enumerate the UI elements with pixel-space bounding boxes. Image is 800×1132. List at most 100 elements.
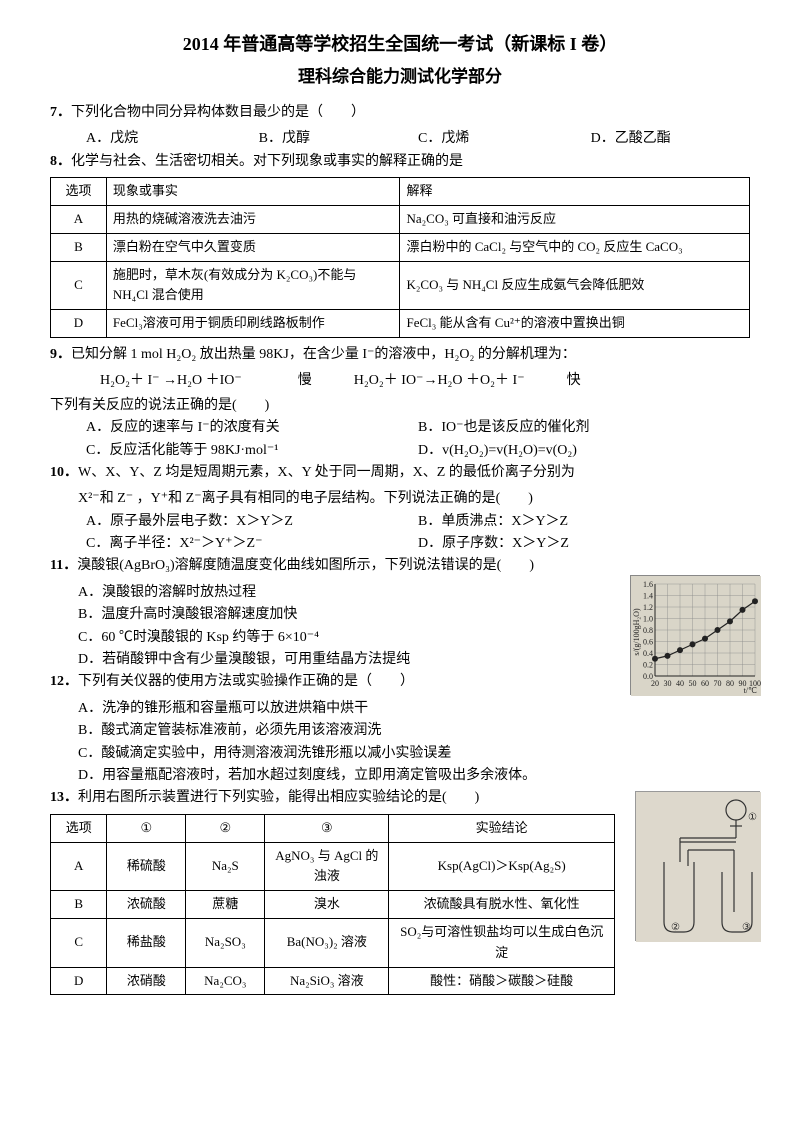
q13-c-opt: C — [51, 918, 107, 967]
svg-text:t/℃: t/℃ — [744, 686, 757, 695]
svg-text:1.0: 1.0 — [643, 615, 653, 624]
question-10: 10．W、X、Y、Z 均是短周期元素，X、Y 处于同一周期，X、Z 的最低价离子… — [50, 462, 750, 484]
q8-h1: 选项 — [51, 178, 107, 206]
q12-opt-a: A．洗净的锥形瓶和容量瓶可以放进烘箱中烘干 — [50, 698, 750, 720]
q9-equation: H₂O₂＋ I⁻ →H₂O ＋IO⁻ 慢 H₂O₂＋ IO⁻→H₂O ＋O₂＋ … — [50, 370, 750, 392]
q13-c-c4: Ba(NO₃)₂ 溶液 — [265, 918, 389, 967]
svg-text:20: 20 — [651, 679, 659, 688]
table-row: A 用热的烧碱溶液洗去油污 Na₂CO₃ 可直接和油污反应 — [51, 205, 750, 233]
q7-opt-d: D．乙酸乙酯 — [591, 128, 750, 150]
svg-text:40: 40 — [676, 679, 684, 688]
table-row: D FeCl₃溶液可用于铜质印刷线路板制作 FeCl₃ 能从含有 Cu²⁺的溶液… — [51, 310, 750, 338]
page-title-2: 理科综合能力测试化学部分 — [50, 63, 750, 90]
q13-a-c4: AgNO₃ 与 AgCl 的浊液 — [265, 842, 389, 891]
q12-opt-c: C．酸碱滴定实验中，用待测溶液润洗锥形瓶以减小实验误差 — [50, 743, 750, 765]
q8-table: 选项 现象或事实 解释 A 用热的烧碱溶液洗去油污 Na₂CO₃ 可直接和油污反… — [50, 177, 750, 338]
svg-text:0.2: 0.2 — [643, 661, 653, 670]
chart-svg: 0.00.20.40.60.81.01.21.41.62030405060708… — [631, 576, 761, 696]
q13-num: 13． — [50, 790, 78, 805]
table-row: C 稀盐酸 Na₂SO₃ Ba(NO₃)₂ 溶液 SO₂与可溶性钡盐均可以生成白… — [51, 918, 615, 967]
question-11-wrap: 11．溴酸银(AgBrO₃)溶解度随温度变化曲线如图所示，下列说法错误的是( )… — [50, 555, 750, 671]
svg-text:1.2: 1.2 — [643, 603, 653, 612]
q8-c-fact: 施肥时，草木灰(有效成分为 K₂CO₃)不能与 NH₄Cl 混合使用 — [106, 261, 400, 310]
table-row: D 浓硝酸 Na₂CO₃ Na₂SiO₃ 溶液 酸性：硝酸＞碳酸＞硅酸 — [51, 967, 615, 995]
q10-options: A．原子最外层电子数：X＞Y＞Z B．单质沸点：X＞Y＞Z C．离子半径：X²⁻… — [50, 511, 750, 556]
q10-opt-d: D．原子序数：X＞Y＞Z — [418, 533, 750, 555]
svg-text:60: 60 — [701, 679, 709, 688]
q13-stem: 利用右图所示装置进行下列实验，能得出相应实验结论的是( ) — [78, 790, 479, 805]
table-row: B 漂白粉在空气中久置变质 漂白粉中的 CaCl₂ 与空气中的 CO₂ 反应生 … — [51, 233, 750, 261]
q7-options: A．戊烷 B．戊醇 C．戊烯 D．乙酸乙酯 — [50, 128, 750, 150]
q10-stem2: X²⁻和 Z⁻ ，Y⁺和 Z⁻离子具有相同的电子层结构。下列说法正确的是( ) — [50, 488, 750, 510]
q9-options: A．反应的速率与 I⁻的浓度有关 B．IO⁻也是该反应的催化剂 C．反应活化能等… — [50, 417, 750, 462]
table-row: B 浓硫酸 蔗糖 溴水 浓硫酸具有脱水性、氧化性 — [51, 891, 615, 919]
q8-c-exp: K₂CO₃ 与 NH₄Cl 反应生成氨气会降低肥效 — [400, 261, 750, 310]
q8-d-exp: FeCl₃ 能从含有 Cu²⁺的溶液中置换出铜 — [400, 310, 750, 338]
question-9: 9．已知分解 1 mol H₂O₂ 放出热量 98KJ，在含少量 I⁻的溶液中，… — [50, 344, 750, 366]
q13-a-opt: A — [51, 842, 107, 891]
q10-opt-c: C．离子半径：X²⁻＞Y⁺＞Z⁻ — [86, 533, 418, 555]
q13-table: 选项 ① ② ③ 实验结论 A 稀硫酸 Na₂S AgNO₃ 与 AgCl 的浊… — [50, 814, 615, 996]
svg-text:70: 70 — [714, 679, 722, 688]
apparatus-svg: ① ② ③ — [636, 792, 761, 942]
svg-text:s/(g/100gH₂O): s/(g/100gH₂O) — [632, 609, 641, 657]
q8-a-exp: Na₂CO₃ 可直接和油污反应 — [400, 205, 750, 233]
svg-text:③: ③ — [742, 922, 751, 933]
q8-b-exp: 漂白粉中的 CaCl₂ 与空气中的 CO₂ 反应生 CaCO₃ — [400, 233, 750, 261]
q13-b-c4: 溴水 — [265, 891, 389, 919]
q7-opt-b: B．戊醇 — [259, 128, 418, 150]
q11-num: 11． — [50, 558, 77, 573]
q7-stem: 下列化合物中同分异构体数目最少的是（ ） — [71, 105, 365, 120]
q9-num: 9． — [50, 347, 71, 362]
q13-diagram: ① ② ③ — [635, 791, 760, 941]
q9-opt-a: A．反应的速率与 I⁻的浓度有关 — [86, 417, 418, 439]
q8-b-fact: 漂白粉在空气中久置变质 — [106, 233, 400, 261]
q13-b-opt: B — [51, 891, 107, 919]
q12-opt-b: B．酸式滴定管装标准液前，必须先用该溶液润洗 — [50, 720, 750, 742]
q12-num: 12． — [50, 674, 78, 689]
q13-h1: 选项 — [51, 814, 107, 842]
q9-stem2: 下列有关反应的说法正确的是( ) — [50, 395, 750, 417]
q8-c-opt: C — [51, 261, 107, 310]
svg-text:0.4: 0.4 — [643, 649, 653, 658]
q13-d-c5: 酸性：硝酸＞碳酸＞硅酸 — [389, 967, 615, 995]
q13-b-c3: 蔗糖 — [186, 891, 265, 919]
q8-b-opt: B — [51, 233, 107, 261]
question-8: 8．化学与社会、生活密切相关。对下列现象或事实的解释正确的是 — [50, 151, 750, 173]
table-row: C 施肥时，草木灰(有效成分为 K₂CO₃)不能与 NH₄Cl 混合使用 K₂C… — [51, 261, 750, 310]
q8-stem: 化学与社会、生活密切相关。对下列现象或事实的解释正确的是 — [71, 154, 463, 169]
q13-d-c2: 浓硝酸 — [107, 967, 186, 995]
q13-a-c5: Ksp(AgCl)＞Ksp(Ag₂S) — [389, 842, 615, 891]
q8-d-opt: D — [51, 310, 107, 338]
q8-num: 8． — [50, 154, 71, 169]
q12-opt-d: D．用容量瓶配溶液时，若加水超过刻度线，立即用滴定管吸出多余液体。 — [50, 765, 750, 787]
q8-a-fact: 用热的烧碱溶液洗去油污 — [106, 205, 400, 233]
q9-opt-c: C．反应活化能等于 98KJ·mol⁻¹ — [86, 440, 418, 462]
q13-h3: ② — [186, 814, 265, 842]
q13-d-c4: Na₂SiO₃ 溶液 — [265, 967, 389, 995]
q13-h5: 实验结论 — [389, 814, 615, 842]
q10-opt-a: A．原子最外层电子数：X＞Y＞Z — [86, 511, 418, 533]
svg-text:①: ① — [748, 812, 757, 823]
q13-b-c5: 浓硫酸具有脱水性、氧化性 — [389, 891, 615, 919]
q13-a-c2: 稀硫酸 — [107, 842, 186, 891]
q9-opt-b: B．IO⁻也是该反应的催化剂 — [418, 417, 750, 439]
q13-h4: ③ — [265, 814, 389, 842]
svg-text:0.6: 0.6 — [643, 638, 653, 647]
table-row: A 稀硫酸 Na₂S AgNO₃ 与 AgCl 的浊液 Ksp(AgCl)＞Ks… — [51, 842, 615, 891]
q8-h3: 解释 — [400, 178, 750, 206]
q11-stem: 溴酸银(AgBrO₃)溶解度随温度变化曲线如图所示，下列说法错误的是( ) — [77, 558, 534, 573]
q13-h2: ① — [107, 814, 186, 842]
q10-stem1: W、X、Y、Z 均是短周期元素，X、Y 处于同一周期，X、Z 的最低价离子分别为 — [78, 465, 575, 480]
q13-a-c3: Na₂S — [186, 842, 265, 891]
q12-stem: 下列有关仪器的使用方法或实验操作正确的是（ ） — [78, 674, 414, 689]
svg-text:1.6: 1.6 — [643, 580, 653, 589]
question-7: 7．下列化合物中同分异构体数目最少的是（ ） — [50, 102, 750, 124]
q11-chart: 0.00.20.40.60.81.01.21.41.62030405060708… — [630, 575, 760, 695]
q7-num: 7． — [50, 105, 71, 120]
q10-opt-b: B．单质沸点：X＞Y＞Z — [418, 511, 750, 533]
q13-d-c3: Na₂CO₃ — [186, 967, 265, 995]
svg-text:②: ② — [671, 922, 680, 933]
svg-text:1.4: 1.4 — [643, 592, 653, 601]
q10-num: 10． — [50, 465, 78, 480]
